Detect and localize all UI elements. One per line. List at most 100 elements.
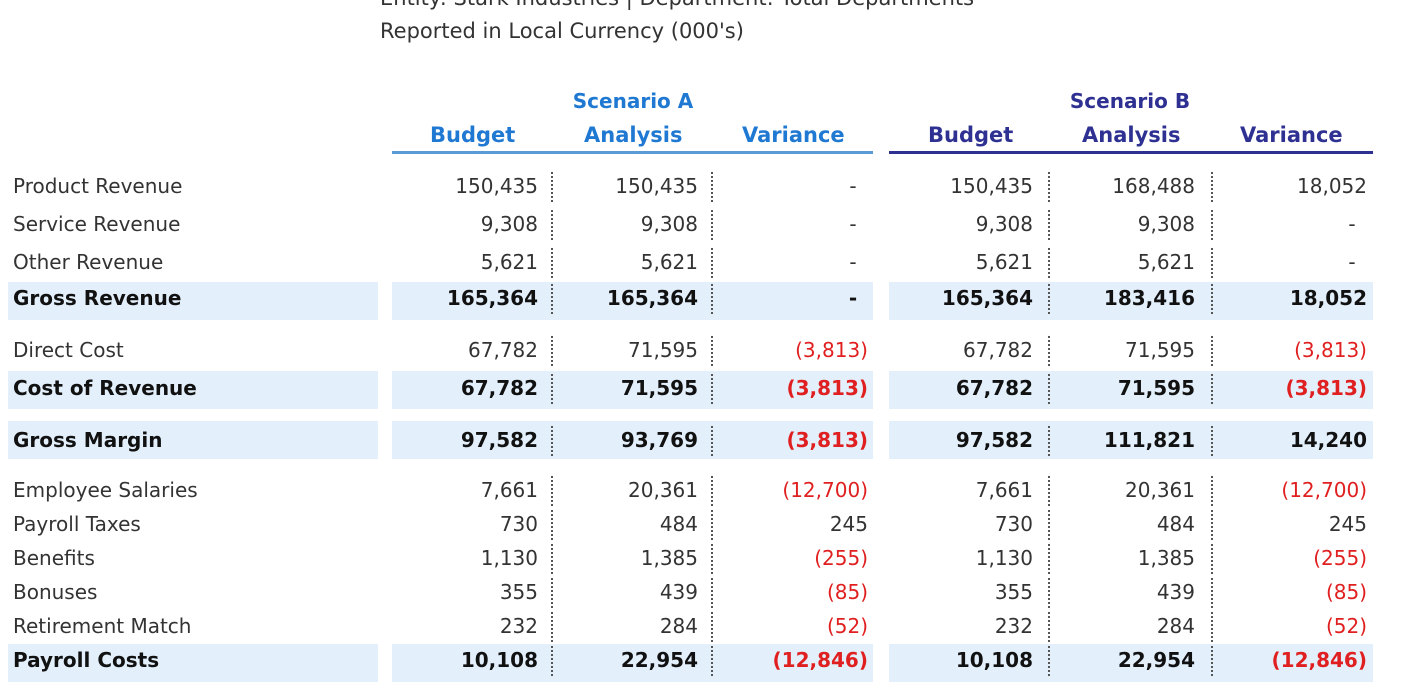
scenario-b-budget-cell: 67,782 [955,376,1033,400]
scenario-b-variance-cell: (85) [1325,580,1367,604]
scenario-a-budget-cell: 730 [499,512,538,536]
row-label: Benefits [13,546,95,570]
column-divider [1048,374,1050,404]
row-label: Payroll Taxes [13,512,141,536]
scenario-b-variance-cell: (3,813) [1285,376,1367,400]
column-divider [1048,476,1050,506]
column-divider [1211,248,1213,278]
scenario-b-analysis-cell: 168,488 [1112,174,1195,198]
column-divider [711,510,713,540]
row-label: Gross Margin [13,428,163,452]
currency-note: Reported in Local Currency (000's) [380,19,744,43]
scenario-a-variance-cell: (255) [814,546,868,570]
summary-row-band [8,421,378,459]
scenario-a-analysis-cell: 439 [659,580,698,604]
scenario-a-variance-cell: 245 [829,512,868,536]
scenario-a-budget-cell: 67,782 [460,376,538,400]
column-divider [551,612,553,642]
scenario-a-variance-cell: (3,813) [786,376,868,400]
scenario-b-variance-cell: (255) [1313,546,1367,570]
scenario-a-analysis-cell: 284 [659,614,698,638]
column-divider [1211,544,1213,574]
scenario-b-analysis-cell: 71,595 [1117,376,1195,400]
summary-row-band [392,421,873,459]
column-divider [551,248,553,278]
scenario-b-analysis-cell: 484 [1156,512,1195,536]
scenario-a-variance-cell: (85) [826,580,868,604]
scenario-b-budget-cell: 67,782 [963,338,1033,362]
scenario-a-budget-cell: 355 [499,580,538,604]
scenario-a-variance-cell: (12,846) [772,648,868,672]
column-divider [1048,578,1050,608]
column-divider [551,172,553,202]
scenario-a-analysis-cell: 150,435 [615,174,698,198]
scenario-b-budget-cell: 97,582 [955,428,1033,452]
scenario-b-variance-header: Variance [1240,123,1343,147]
column-divider [1048,336,1050,366]
scenario-a-analysis-cell: 71,595 [620,376,698,400]
column-divider [1048,172,1050,202]
summary-row-band [392,644,873,682]
scenario-b-variance-cell: (3,813) [1294,338,1367,362]
scenario-b-title: Scenario B [1069,89,1191,113]
column-divider [551,284,553,314]
summary-row-band [8,644,378,682]
scenario-a-variance-cell: (3,813) [795,338,868,362]
column-divider [551,646,553,676]
column-divider [1211,210,1213,240]
column-divider [1048,510,1050,540]
column-divider [711,646,713,676]
column-divider [1211,612,1213,642]
summary-row-band [8,371,378,409]
column-divider [1048,612,1050,642]
row-label: Cost of Revenue [13,376,197,400]
scenario-a-analysis-cell: 20,361 [628,478,698,502]
scenario-b-analysis-cell: 22,954 [1117,648,1195,672]
summary-row-band [8,282,378,320]
summary-row-band [889,371,1373,409]
row-label: Service Revenue [13,212,181,236]
scenario-b-variance-cell: (12,700) [1281,478,1367,502]
summary-row-band [889,644,1373,682]
scenario-b-variance-cell: 245 [1328,512,1367,536]
scenario-b-budget-header: Budget [928,123,1014,147]
column-divider [1211,426,1213,456]
scenario-b-analysis-cell: 1,385 [1137,546,1195,570]
column-divider [1211,578,1213,608]
column-divider [1211,336,1213,366]
scenario-b-budget-cell: 355 [994,580,1033,604]
column-divider [1211,476,1213,506]
column-divider [711,336,713,366]
column-divider [711,544,713,574]
scenario-a-variance-cell: - [848,286,858,310]
column-divider [711,210,713,240]
column-divider [551,544,553,574]
column-divider [1211,284,1213,314]
scenario-a-budget-cell: 150,435 [455,174,538,198]
scenario-b-analysis-cell: 111,821 [1103,428,1195,452]
scenario-b-analysis-cell: 9,308 [1137,212,1195,236]
scenario-b-analysis-cell: 284 [1156,614,1195,638]
scenario-b-budget-cell: 165,364 [941,286,1033,310]
scenario-b-budget-cell: 150,435 [950,174,1033,198]
summary-row-band [889,282,1373,320]
column-divider [551,336,553,366]
scenario-a-budget-header: Budget [430,123,516,147]
row-label: Employee Salaries [13,478,198,502]
row-label: Gross Revenue [13,286,182,310]
scenario-a-analysis-cell: 5,621 [640,250,698,274]
column-divider [711,374,713,404]
scenario-a-underline [392,151,873,154]
scenario-a-budget-cell: 97,582 [460,428,538,452]
scenario-b-analysis-cell: 5,621 [1137,250,1195,274]
scenario-b-underline [889,151,1373,154]
column-divider [1211,646,1213,676]
scenario-a-analysis-cell: 93,769 [620,428,698,452]
row-label: Bonuses [13,580,98,604]
scenario-b-analysis-cell: 439 [1156,580,1195,604]
row-label: Direct Cost [13,338,124,362]
scenario-a-variance-cell: (12,700) [782,478,868,502]
scenario-a-analysis-cell: 484 [659,512,698,536]
scenario-b-variance-cell: (12,846) [1271,648,1367,672]
column-divider [711,248,713,278]
